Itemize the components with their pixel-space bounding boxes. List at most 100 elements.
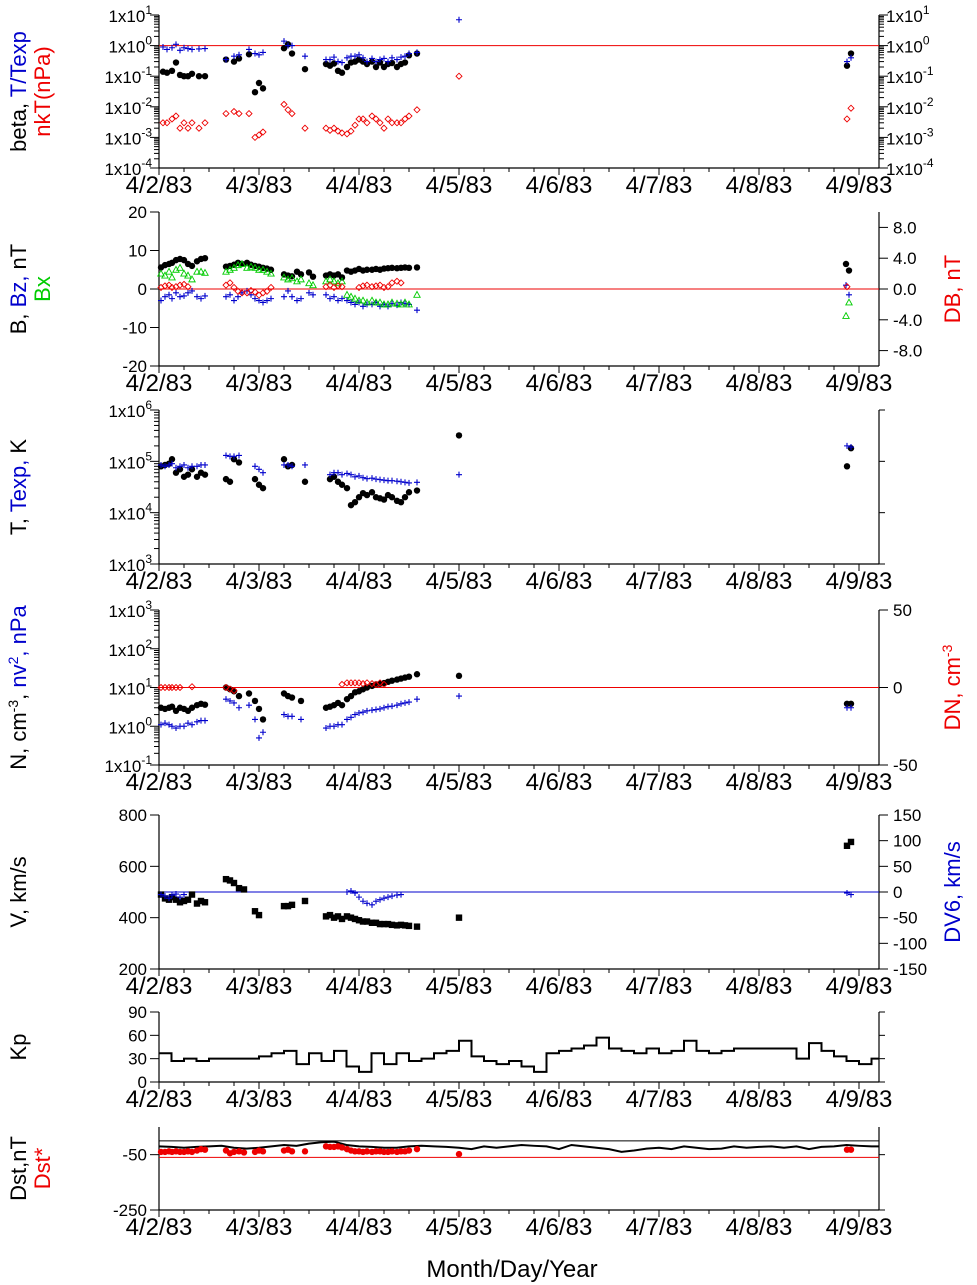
data-point — [360, 303, 366, 310]
series-temperature-1 — [158, 442, 854, 486]
data-point — [194, 293, 200, 300]
data-point — [402, 53, 408, 60]
data-point — [405, 300, 413, 308]
data-point — [327, 56, 333, 63]
data-point — [197, 897, 205, 905]
data-point — [284, 106, 292, 114]
data-point — [193, 900, 201, 907]
data-point — [360, 898, 366, 905]
x-tick-label: 4/4/83 — [326, 172, 393, 199]
data-point — [343, 290, 351, 298]
data-point — [226, 877, 234, 884]
data-point — [376, 281, 384, 289]
x-tick-label: 4/7/83 — [626, 769, 693, 796]
data-point — [173, 891, 179, 898]
series-kp-0 — [159, 1036, 879, 1073]
data-point — [188, 1148, 196, 1156]
data-point — [268, 295, 274, 302]
data-point — [393, 922, 401, 929]
data-point — [385, 58, 391, 65]
data-point — [359, 296, 367, 304]
series-velocity-1 — [158, 887, 854, 908]
data-point — [309, 280, 317, 289]
data-point — [377, 303, 383, 310]
right-tick-label: 1x10-4 — [886, 156, 934, 179]
data-point — [360, 54, 366, 61]
data-point — [235, 109, 243, 118]
x-tick-label: 4/6/83 — [526, 769, 593, 796]
y-tick-label: 1x10-2 — [104, 95, 152, 118]
data-point — [202, 461, 208, 468]
data-point — [158, 297, 164, 304]
data-point — [355, 917, 363, 924]
data-point — [231, 297, 237, 304]
x-tick-label: 4/2/83 — [126, 1214, 193, 1241]
x-tick-label: 4/9/83 — [826, 172, 893, 199]
x-tick-label: 4/5/83 — [426, 370, 493, 397]
data-point — [455, 914, 463, 921]
data-point — [380, 283, 388, 292]
data-point — [240, 886, 248, 893]
data-point — [326, 126, 334, 134]
data-point — [251, 697, 259, 705]
data-point — [368, 489, 376, 496]
data-point — [280, 456, 288, 463]
data-point — [289, 713, 295, 720]
data-point — [347, 292, 355, 300]
data-point — [368, 919, 376, 926]
data-point — [844, 890, 850, 897]
data-point — [201, 73, 209, 80]
data-point — [180, 269, 188, 277]
data-point — [355, 494, 363, 501]
data-point — [251, 288, 259, 296]
data-point — [230, 879, 238, 887]
data-point — [344, 470, 350, 477]
data-point — [246, 702, 252, 709]
data-point — [388, 1148, 396, 1155]
x-tick-label: 4/5/83 — [426, 1214, 493, 1241]
data-point — [360, 474, 366, 481]
data-point — [377, 896, 383, 903]
data-point — [193, 473, 201, 480]
data-point — [260, 299, 266, 306]
y-tick-label: 1x102 — [108, 637, 152, 660]
data-point — [843, 62, 851, 69]
data-point — [252, 716, 258, 723]
data-point — [251, 89, 259, 96]
data-point — [339, 471, 345, 478]
y-tick-label: 1x10-1 — [104, 64, 152, 87]
data-point — [184, 124, 192, 132]
data-point — [384, 115, 392, 123]
data-point — [385, 303, 391, 310]
series-density-0 — [157, 671, 855, 723]
data-point — [398, 891, 404, 898]
x-tick-label: 4/2/83 — [126, 769, 193, 796]
data-point — [364, 58, 370, 65]
data-point — [240, 1149, 248, 1156]
data-point — [351, 679, 359, 687]
data-point — [198, 295, 204, 302]
data-point — [356, 51, 362, 58]
data-point — [302, 53, 308, 60]
series-bfield-3 — [157, 277, 851, 299]
data-point — [338, 481, 346, 488]
data-point — [393, 299, 401, 307]
data-point — [189, 46, 195, 53]
x-tick-label: 4/9/83 — [826, 1214, 893, 1241]
data-point — [364, 900, 370, 907]
data-point — [456, 471, 462, 478]
data-point — [281, 293, 287, 300]
data-point — [398, 54, 404, 61]
data-point — [368, 112, 376, 120]
data-point — [195, 73, 203, 80]
x-tick-label: 4/3/83 — [226, 370, 293, 397]
data-point — [326, 911, 334, 919]
x-tick-label: 4/5/83 — [426, 1086, 493, 1113]
data-point — [197, 267, 205, 275]
data-point — [388, 677, 396, 684]
data-point — [222, 683, 230, 692]
data-point — [339, 295, 345, 302]
x-tick-label: 4/6/83 — [526, 172, 593, 199]
data-point — [368, 283, 376, 291]
data-point — [402, 479, 408, 486]
